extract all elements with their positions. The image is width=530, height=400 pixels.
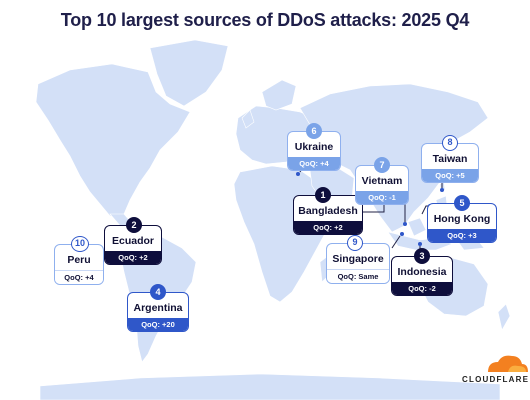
country-name: Indonesia bbox=[397, 266, 447, 278]
rank-badge: 5 bbox=[454, 195, 470, 211]
country-name: Singapore bbox=[332, 253, 384, 265]
cloudflare-wordmark: CLOUDFLARE bbox=[462, 375, 530, 384]
rank-badge: 10 bbox=[71, 236, 89, 252]
qoq-value: QoQ: +2 bbox=[105, 251, 161, 264]
north-america-landmass bbox=[35, 63, 191, 217]
marker-taiwan bbox=[440, 188, 444, 192]
marker-vietnam bbox=[403, 222, 407, 226]
marker-ukraine bbox=[296, 172, 300, 176]
uk-landmass bbox=[241, 109, 255, 129]
qoq-value: QoQ: +4 bbox=[288, 157, 340, 170]
asia-landmass bbox=[299, 83, 489, 233]
antarctica-landmass bbox=[39, 373, 501, 400]
card-vietnam: Vietnam QoQ: -1 bbox=[355, 165, 409, 205]
card-singapore: Singapore QoQ: Same bbox=[326, 243, 390, 284]
new-zealand-landmass bbox=[497, 303, 511, 331]
connector-singapore bbox=[391, 235, 401, 249]
card-ukraine: Ukraine QoQ: +4 bbox=[287, 131, 341, 171]
country-name: Peru bbox=[67, 254, 91, 266]
rank-badge: 9 bbox=[347, 235, 363, 251]
rank-badge: 2 bbox=[126, 217, 142, 233]
country-name: Hong Kong bbox=[433, 213, 491, 225]
country-name: Argentina bbox=[133, 302, 183, 314]
scandinavia-landmass bbox=[261, 79, 297, 111]
country-name: Taiwan bbox=[432, 153, 468, 165]
marker-indonesia bbox=[418, 242, 422, 246]
greenland-landmass bbox=[149, 39, 229, 107]
qoq-value: QoQ: +4 bbox=[55, 270, 103, 284]
rank-badge: 8 bbox=[442, 135, 458, 151]
cloudflare-cloud-logo bbox=[488, 355, 528, 372]
rank-badge: 1 bbox=[315, 187, 331, 203]
country-name: Ecuador bbox=[111, 235, 154, 247]
borneo-landmass bbox=[407, 217, 427, 237]
card-indonesia: Indonesia QoQ: -2 bbox=[391, 256, 453, 296]
rank-badge: 7 bbox=[374, 157, 390, 173]
marker-singapore bbox=[400, 232, 404, 236]
page-title: Top 10 largest sources of DDoS attacks: … bbox=[60, 10, 470, 30]
card-bangladesh: Bangladesh QoQ: +2 bbox=[293, 195, 363, 235]
indonesia-islands bbox=[387, 231, 453, 251]
rank-badge: 6 bbox=[306, 123, 322, 139]
rank-badge: 4 bbox=[150, 284, 166, 300]
rank-badge: 3 bbox=[414, 248, 430, 264]
qoq-value: QoQ: Same bbox=[327, 269, 389, 283]
country-name: Vietnam bbox=[361, 175, 403, 187]
qoq-value: QoQ: +3 bbox=[428, 229, 496, 242]
country-name: Ukraine bbox=[294, 141, 334, 153]
card-argentina: Argentina QoQ: +20 bbox=[127, 292, 189, 332]
qoq-value: QoQ: +2 bbox=[294, 221, 362, 234]
qoq-value: QoQ: +5 bbox=[422, 169, 478, 182]
qoq-value: QoQ: -1 bbox=[356, 191, 408, 204]
country-name: Bangladesh bbox=[298, 205, 358, 217]
qoq-value: QoQ: -2 bbox=[392, 282, 452, 295]
card-peru: Peru QoQ: +4 bbox=[54, 244, 104, 285]
qoq-value: QoQ: +20 bbox=[128, 318, 188, 331]
